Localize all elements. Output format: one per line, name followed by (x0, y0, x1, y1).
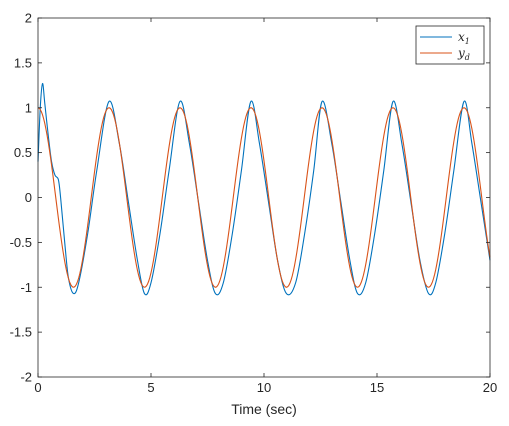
tick-layer: 0 5 10 15 20 -2 -1.5 -1 -0.5 0 0.5 1 1.5 2 (10, 11, 498, 396)
y-tick-label: 0.5 (14, 145, 32, 160)
x-tick-label: 0 (34, 380, 41, 395)
y-tick-label: 0 (25, 190, 32, 205)
x-axis-label: Time (sec) (231, 401, 297, 417)
y-tick-label: -0.5 (10, 235, 32, 250)
y-tick-label: 1.5 (14, 55, 32, 70)
legend-box (415, 25, 485, 65)
x-tick-label: 15 (370, 380, 384, 395)
legend-label-subscript: d (465, 53, 470, 62)
x-tick-label: 20 (483, 380, 497, 395)
plot-background (38, 18, 490, 377)
x-tick-label: 10 (257, 380, 271, 395)
series-layer (37, 82, 491, 296)
legend-label-1: x1 (458, 30, 470, 46)
y-tick-label: 1 (25, 100, 32, 115)
legend-label-subscript: 1 (465, 37, 470, 46)
series-line-2 (37, 107, 491, 288)
y-tick-label: 2 (25, 11, 32, 26)
y-tick-label: -1 (20, 280, 32, 295)
y-tick-label: -2 (20, 370, 32, 385)
y-tick-label: -1.5 (10, 325, 32, 340)
x-tick-label: 5 (147, 380, 154, 395)
